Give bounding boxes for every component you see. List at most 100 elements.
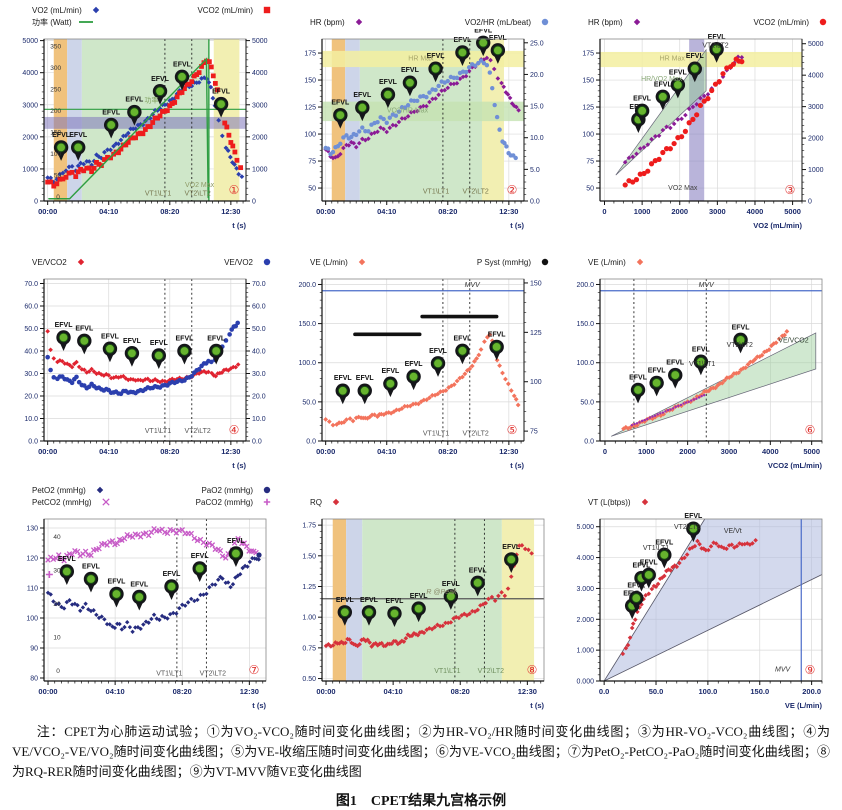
series-VCO2 <box>45 58 244 189</box>
svg-text:EFVL: EFVL <box>381 368 400 375</box>
reference-lines <box>164 279 193 441</box>
svg-text:40.0: 40.0 <box>252 349 266 356</box>
legend-item: VE (L/min) <box>310 257 371 267</box>
svg-text:0.0: 0.0 <box>599 687 609 696</box>
svg-text:1000: 1000 <box>252 166 268 173</box>
series-PaCO2 <box>45 571 53 578</box>
annotations: R @Peak VT1\LT1 VT2\LT2 <box>426 589 504 675</box>
panel-1-plot: EFVL EFVLEFVLEFVLEFVLEFVLEFVL350300250200… <box>22 38 268 230</box>
svg-text:50.0: 50.0 <box>24 326 38 333</box>
svg-text:150: 150 <box>530 280 542 287</box>
square-marker-icon <box>263 6 271 14</box>
svg-text:04:10: 04:10 <box>99 207 118 216</box>
annotations: 40 30 20 10 0 VT1\LT1 VT2\LT2 <box>53 534 226 678</box>
svg-text:150: 150 <box>582 78 594 85</box>
panel-number-badge: ⑦ <box>249 663 260 677</box>
svg-text:VO2/HR Max: VO2/HR Max <box>387 107 429 114</box>
svg-text:0.75: 0.75 <box>302 645 316 652</box>
reference-lines <box>322 519 544 681</box>
series-PetO2 <box>45 555 261 634</box>
legend-item: VCO2 (mL/min) <box>197 5 276 15</box>
svg-text:EFVL: EFVL <box>732 324 751 331</box>
svg-text:EFVL: EFVL <box>489 35 508 42</box>
svg-text:50: 50 <box>54 173 62 180</box>
circle-marker-icon <box>263 258 271 266</box>
svg-text:EFVL: EFVL <box>82 564 101 571</box>
reference-lines <box>176 519 207 681</box>
svg-text:4000: 4000 <box>252 70 268 77</box>
svg-text:12:30: 12:30 <box>240 687 259 696</box>
svg-text:10.0: 10.0 <box>24 416 38 423</box>
gridlines <box>44 519 266 681</box>
svg-text:5000: 5000 <box>22 38 38 45</box>
svg-text:150.0: 150.0 <box>298 321 316 328</box>
panel-number-badge: ⑧ <box>527 663 538 677</box>
legend-label: VT (L(btps)) <box>588 497 631 507</box>
svg-text:t (s): t (s) <box>252 701 266 710</box>
svg-text:10.0: 10.0 <box>252 416 266 423</box>
svg-text:110: 110 <box>27 586 38 593</box>
svg-text:2000: 2000 <box>252 134 268 141</box>
svg-text:VT1\LT1: VT1\LT1 <box>434 668 460 675</box>
svg-text:2000: 2000 <box>679 447 696 456</box>
panel-1-legend: VO2 (mL/min) VCO2 (mL/min) 功率 (Watt) <box>8 4 280 29</box>
circle-marker-icon <box>541 258 549 266</box>
svg-text:350: 350 <box>50 43 61 50</box>
svg-text:04:10: 04:10 <box>384 687 403 696</box>
panel-3-legend: HR (bpm) VCO2 (mL/min) <box>564 4 836 29</box>
legend-item: VE/VCO2 <box>32 257 90 267</box>
svg-text:300: 300 <box>50 65 61 72</box>
svg-text:4000: 4000 <box>22 70 38 77</box>
svg-text:EFVL: EFVL <box>356 375 375 382</box>
axes: 00:00 04:10 08:20 12:30 0.0 10.0 20.0 30.0 40.0 5… <box>24 278 266 470</box>
reference-lines <box>44 39 246 201</box>
svg-text:EFVL: EFVL <box>58 556 77 563</box>
svg-text:25.0: 25.0 <box>530 40 544 47</box>
svg-text:200.0: 200.0 <box>298 282 316 289</box>
svg-text:VT1\LT1: VT1\LT1 <box>145 191 171 198</box>
svg-text:04:10: 04:10 <box>377 207 396 216</box>
panel-4: VE/VCO2 VE/VO2 EFVL EFVL EFVL EFVL EFVL EFVL EFV… <box>8 244 280 476</box>
diamond-marker-icon <box>96 486 103 494</box>
svg-text:08:20: 08:20 <box>438 447 457 456</box>
svg-text:EFVL: EFVL <box>502 544 521 551</box>
svg-text:EFVL: EFVL <box>227 538 246 545</box>
circle-marker-icon <box>263 486 271 494</box>
svg-text:70.0: 70.0 <box>252 281 266 288</box>
annotations: MVV VT1\LT1 VT2\LT2 VE/VCO2 <box>689 282 809 368</box>
svg-text:00:00: 00:00 <box>316 687 335 696</box>
svg-text:VCO2 (mL/min): VCO2 (mL/min) <box>768 461 823 470</box>
svg-text:4000: 4000 <box>747 207 764 216</box>
panel-2-legend: HR (bpm) VO2/HR (mL/beat) <box>286 4 558 29</box>
svg-text:EFVL: EFVL <box>101 333 120 340</box>
axes: 0 1000 2000 3000 4000 5000 0.0 50.0 100.0 150.0 20… <box>576 278 823 470</box>
svg-text:t (s): t (s) <box>232 461 246 470</box>
panel-number-badge: ⑨ <box>805 663 816 677</box>
svg-text:20.0: 20.0 <box>24 394 38 401</box>
svg-text:EFVL: EFVL <box>401 67 420 74</box>
axes: 0.0 50.0 100.0 150.0 200.0 0.000 1.000 2.000 3.0… <box>576 518 822 710</box>
svg-text:EFVL: EFVL <box>334 375 353 382</box>
svg-text:0.0: 0.0 <box>306 439 316 446</box>
svg-text:EFVL: EFVL <box>176 336 195 343</box>
diamond-marker-icon <box>633 18 640 26</box>
diamond-marker-icon <box>636 258 643 266</box>
svg-text:15.0: 15.0 <box>530 104 544 111</box>
svg-text:4.000: 4.000 <box>576 555 594 562</box>
svg-text:EFVL: EFVL <box>655 539 674 546</box>
panel-number-badge: ④ <box>229 423 240 437</box>
reference-lines <box>600 279 822 441</box>
svg-text:R @Peak: R @Peak <box>426 589 457 596</box>
legend-item: PetO2 (mmHg) <box>32 485 109 495</box>
svg-text:4000: 4000 <box>762 447 779 456</box>
svg-text:20: 20 <box>53 601 61 608</box>
panel-8: RQ EFVL EFVL EFVL EFVL EFVL EFVL EFVL R @Peak VT1… <box>286 484 558 716</box>
svg-text:EFVL: EFVL <box>442 581 461 588</box>
svg-text:100: 100 <box>26 616 38 623</box>
series-PetCO2 <box>45 526 259 564</box>
svg-text:175: 175 <box>304 51 316 58</box>
svg-text:3.000: 3.000 <box>576 586 594 593</box>
svg-text:HR Max: HR Max <box>408 56 434 63</box>
svg-text:5.0: 5.0 <box>530 167 540 174</box>
